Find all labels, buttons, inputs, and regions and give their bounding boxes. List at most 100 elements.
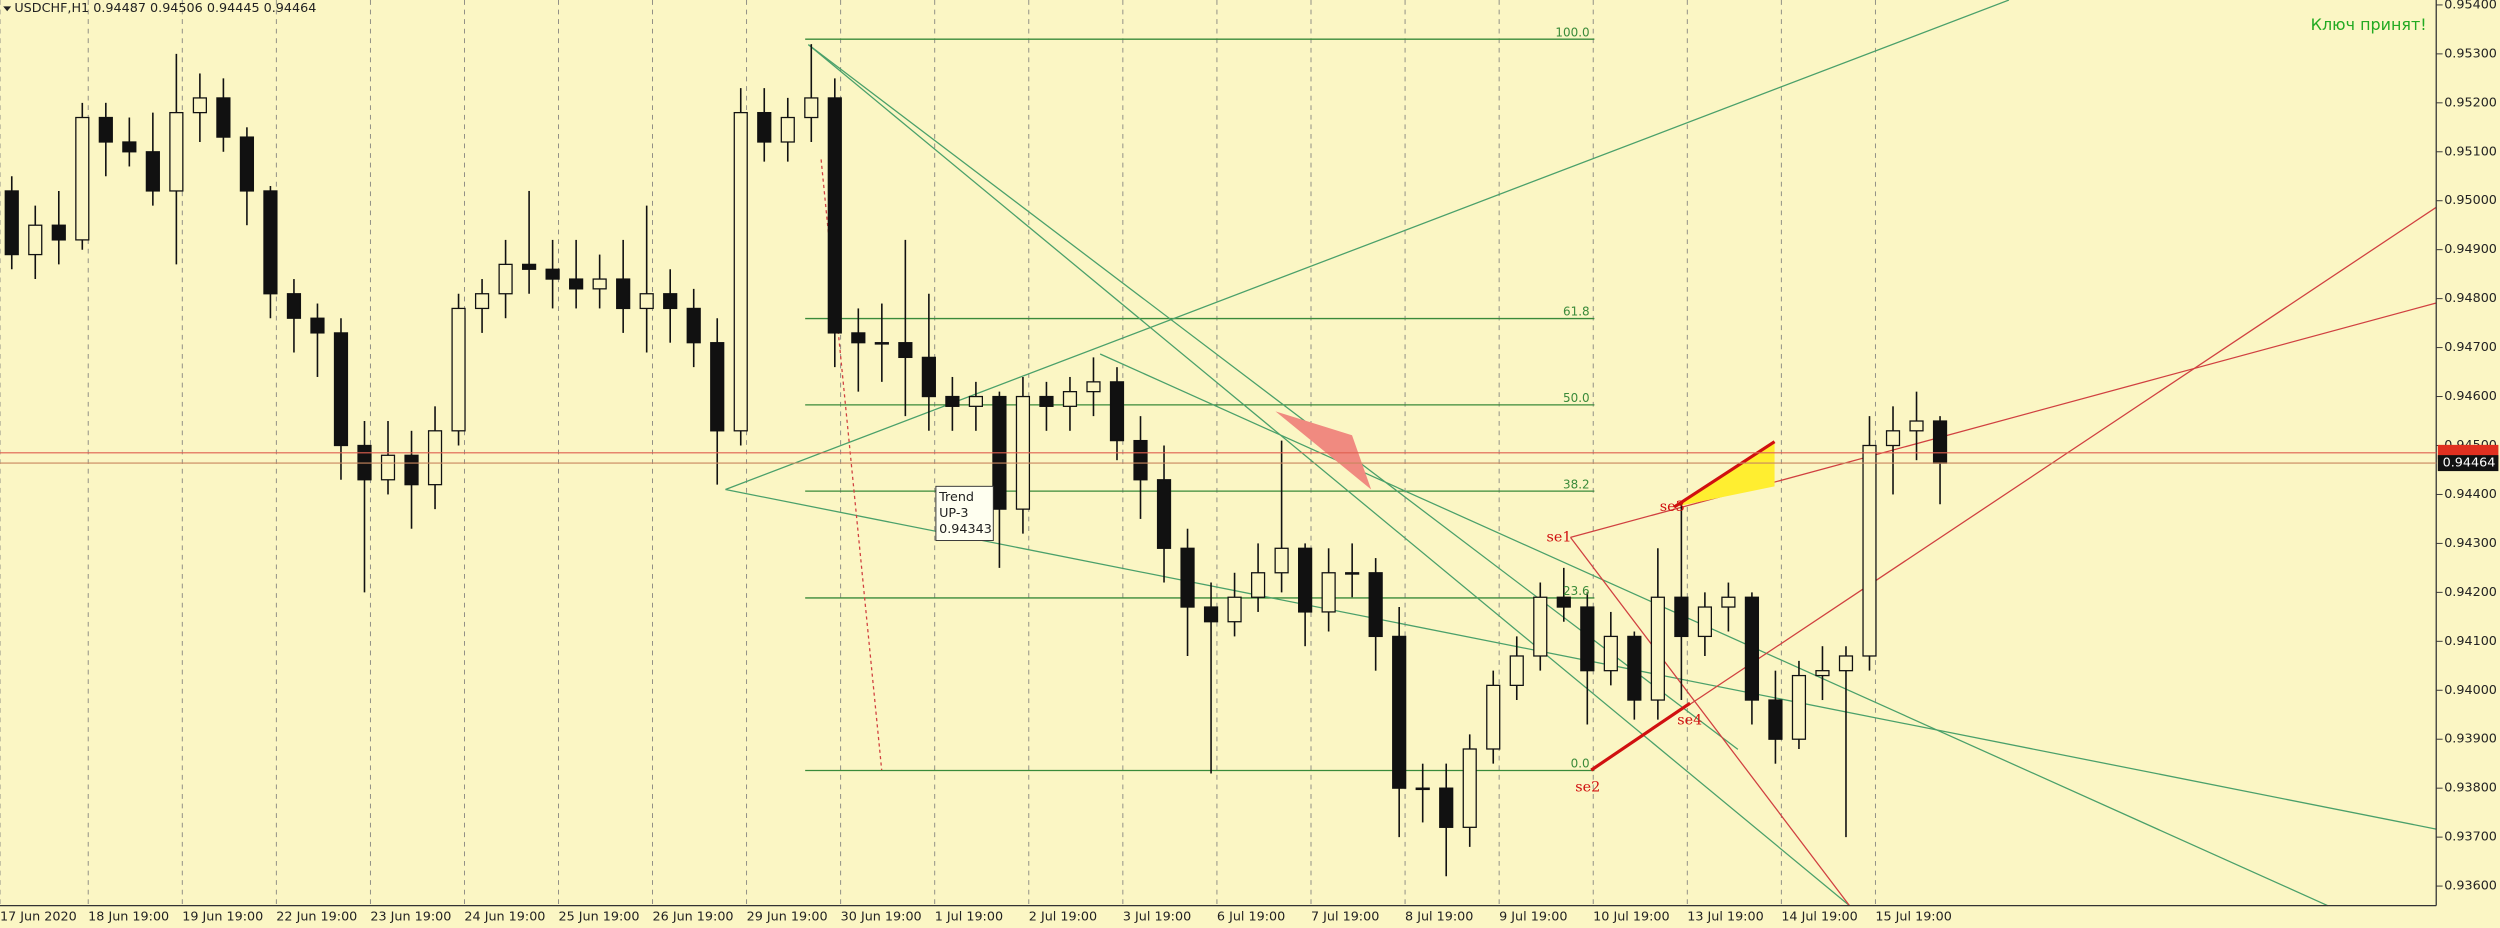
fib-label: 100.0 <box>1555 25 1589 39</box>
x-tick-label: 25 Jun 19:00 <box>558 909 639 924</box>
y-tick-label: 0.94900 <box>2444 242 2497 257</box>
candle-body <box>1721 596 1736 608</box>
candle-body <box>945 395 960 407</box>
candle-body <box>616 278 631 310</box>
candle-body <box>1556 596 1571 608</box>
candle-body <box>1932 420 1948 464</box>
y-tick-label: 0.94400 <box>2444 487 2497 502</box>
dropdown-icon[interactable] <box>3 6 12 12</box>
fib-label: 50.0 <box>1563 391 1590 405</box>
trend-line <box>725 0 2010 491</box>
candle-body <box>427 430 443 486</box>
candle-body <box>404 454 419 486</box>
y-tick-label: 0.95300 <box>2444 46 2497 61</box>
point-label: se4 <box>1677 713 1702 729</box>
y-tick-label: 0.94200 <box>2444 585 2497 600</box>
candle-body <box>145 151 160 192</box>
candle-body <box>216 97 231 138</box>
candle-body <box>122 141 137 153</box>
candle-body <box>639 293 654 310</box>
x-tick-label: 14 Jul 19:00 <box>1781 909 1857 924</box>
candle-body <box>98 116 113 143</box>
candle-body <box>1533 596 1548 657</box>
candle-body <box>1062 391 1078 407</box>
x-tick-label: 29 Jun 19:00 <box>747 909 828 924</box>
y-tick-label: 0.94600 <box>2444 389 2497 404</box>
candle-body <box>1368 572 1383 638</box>
candle-body <box>1203 606 1219 623</box>
candle-body <box>804 97 819 119</box>
candle-body <box>1674 596 1689 638</box>
candle-body <box>75 116 90 241</box>
y-tick-label: 0.95100 <box>2444 144 2497 159</box>
candle-body <box>1156 479 1172 549</box>
candle-body <box>28 224 43 256</box>
y-tick-label: 0.95200 <box>2444 95 2497 110</box>
fib-label: 0.0 <box>1571 757 1590 771</box>
candle-body <box>1298 547 1313 613</box>
candle-body <box>1415 787 1430 791</box>
candle-body <box>1744 596 1760 701</box>
candle-body <box>1885 430 1901 447</box>
tooltip: Trend UP-3 0.94343 <box>935 485 994 542</box>
candle-body <box>851 332 866 344</box>
candle-body <box>1603 635 1618 672</box>
candle-body <box>569 278 584 290</box>
fib-label: 38.2 <box>1563 477 1590 491</box>
candle-body <box>874 342 889 345</box>
trend-line <box>1099 353 2329 907</box>
candle-body <box>1439 787 1454 828</box>
x-tick-label: 26 Jun 19:00 <box>653 909 734 924</box>
candle-body <box>1909 420 1924 432</box>
tooltip-text: UP-3 <box>939 506 968 521</box>
candle-body <box>1862 444 1877 657</box>
x-tick-label: 30 Jun 19:00 <box>841 909 922 924</box>
candle-body <box>733 111 748 432</box>
symbol: USDCHF,H1 <box>14 1 89 16</box>
x-tick-label: 19 Jun 19:00 <box>182 909 263 924</box>
candle-body <box>474 293 490 310</box>
candle-body <box>451 307 466 432</box>
y-tick-label: 0.94000 <box>2444 683 2497 698</box>
candle-body <box>1133 439 1148 481</box>
candle-body <box>1227 596 1242 623</box>
pink-triangle <box>1275 411 1372 490</box>
y-tick-label: 0.94800 <box>2444 291 2497 306</box>
candle-body <box>686 307 701 344</box>
trend-line <box>807 44 1850 907</box>
x-tick-label: 1 Jul 19:00 <box>935 909 1003 924</box>
candle-body <box>1697 606 1712 638</box>
ohlc: 0.94487 <box>93 1 146 16</box>
candle-body <box>1109 381 1125 442</box>
candle-body <box>1768 699 1783 740</box>
x-tick-label: 9 Jul 19:00 <box>1499 909 1567 924</box>
y-tick-label: 0.93900 <box>2444 732 2497 747</box>
candle-body <box>310 317 325 334</box>
candle-body <box>1321 572 1336 613</box>
tooltip-text: 0.94343 <box>939 522 992 537</box>
header: USDCHF,H1 0.94487 0.94506 0.94445 0.9446… <box>14 1 316 16</box>
x-tick-label: 6 Jul 19:00 <box>1217 909 1285 924</box>
candle-body <box>592 278 607 290</box>
y-tick-label: 0.95000 <box>2444 193 2497 208</box>
candle-body <box>263 190 278 295</box>
fib-label: 23.6 <box>1563 584 1590 598</box>
x-tick-label: 22 Jun 19:00 <box>276 909 357 924</box>
x-tick-label: 24 Jun 19:00 <box>464 909 545 924</box>
candle-body <box>545 268 560 280</box>
ohlc: 0.94445 <box>207 1 260 16</box>
y-tick-label: 0.94700 <box>2444 340 2497 355</box>
y-tick-label: 0.93700 <box>2444 830 2497 845</box>
candle-body <box>757 111 772 143</box>
candle-body <box>1180 547 1195 608</box>
candle-body <box>1274 547 1289 574</box>
candle-body <box>710 342 725 432</box>
candle-body <box>968 395 984 407</box>
y-tick-label: 0.93600 <box>2444 879 2497 894</box>
candle-body <box>1627 635 1642 701</box>
candle-body <box>1580 606 1595 672</box>
plot <box>4 44 1948 877</box>
y-tick-label: 0.95400 <box>2444 0 2497 12</box>
point-label: se3 <box>1660 499 1685 515</box>
